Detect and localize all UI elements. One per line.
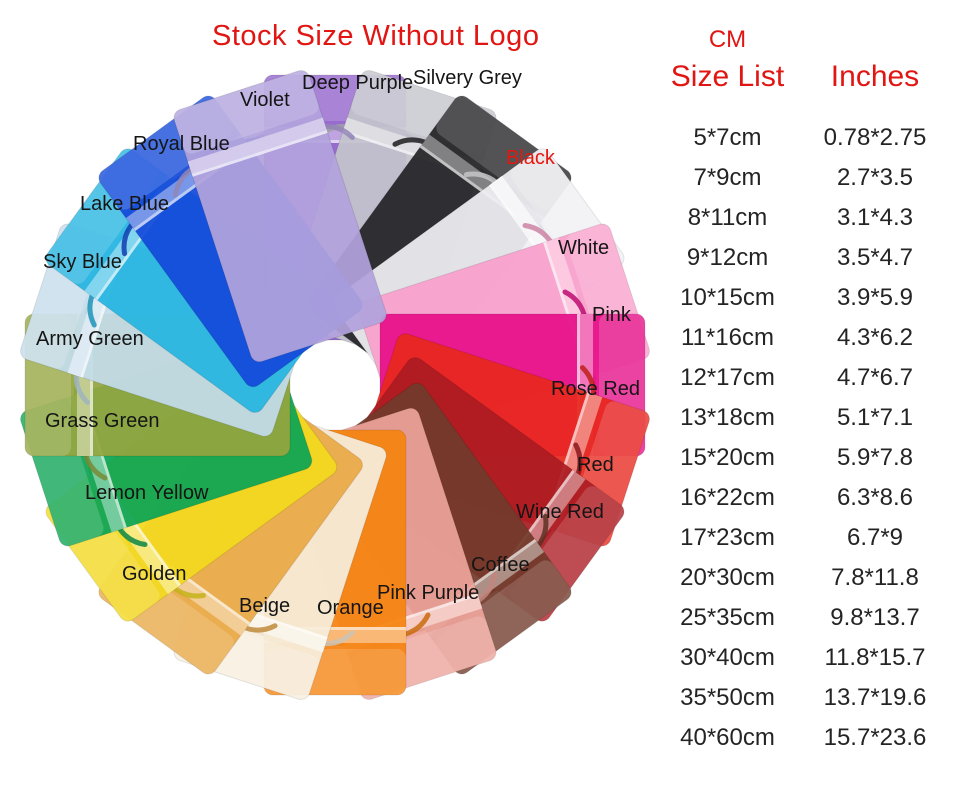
size-cm-value: 10*15cm — [680, 284, 775, 311]
organza-bag-violet — [172, 70, 387, 363]
size-row: 15*20cm 5.9*7.8 — [630, 438, 960, 478]
color-label-lake-blue: Lake Blue — [80, 193, 169, 215]
size-cm-value: 7*9cm — [693, 164, 762, 191]
size-rows: 5*7cm 0.78*2.75 7*9cm 2.7*3.5 8*11cm 3.1*4.3 9… — [630, 118, 960, 758]
color-label-sky-blue: Sky Blue — [43, 251, 122, 273]
size-row: 40*60cm 15.7*23.6 — [630, 718, 960, 758]
size-list-title: Size List — [670, 60, 785, 93]
size-inches-value: 2.7*3.5 — [836, 164, 914, 191]
size-inches-value: 0.78*2.75 — [823, 124, 927, 151]
size-row: 5*7cm 0.78*2.75 — [630, 118, 960, 158]
size-cm-value: 35*50cm — [680, 684, 775, 711]
color-label-rose-red: Rose Red — [551, 378, 640, 400]
color-label-silvery-grey: Silvery Grey — [413, 67, 522, 89]
size-cm-value: 11*16cm — [681, 324, 774, 351]
size-row: 13*18cm 5.1*7.1 — [630, 398, 960, 438]
size-list: CM Size List Inches 5*7cm 0.78*2.75 7*9cm 2… — [630, 0, 960, 797]
color-label-red: Red — [577, 454, 614, 476]
color-label-white: White — [558, 237, 610, 259]
color-label-deep-purple: Deep Purple — [302, 72, 414, 94]
size-row: 16*22cm 6.3*8.6 — [630, 478, 960, 518]
size-row: 8*11cm 3.1*4.3 — [630, 198, 960, 238]
size-row: 17*23cm 6.7*9 — [630, 518, 960, 558]
size-row: 7*9cm 2.7*3.5 — [630, 158, 960, 198]
color-label-grass-green: Grass Green — [45, 410, 160, 432]
size-cm-value: 13*18cm — [680, 404, 775, 431]
size-inches-value: 13.7*19.6 — [823, 684, 927, 711]
size-inches-value: 3.9*5.9 — [836, 284, 914, 311]
size-row: 9*12cm 3.5*4.7 — [630, 238, 960, 278]
size-row: 25*35cm 9.8*13.7 — [630, 598, 960, 638]
size-row: 35*50cm 13.7*19.6 — [630, 678, 960, 718]
size-inches-value: 5.9*7.8 — [836, 444, 914, 471]
size-row: 12*17cm 4.7*6.7 — [630, 358, 960, 398]
size-inches-value: 3.5*4.7 — [836, 244, 914, 271]
page-title: Stock Size Without Logo — [212, 20, 540, 52]
size-inches-value: 3.1*4.3 — [836, 204, 914, 231]
size-cm-value: 20*30cm — [680, 564, 775, 591]
size-inches-value: 7.8*11.8 — [831, 564, 919, 591]
color-label-violet: Violet — [240, 89, 290, 111]
size-inches-value: 9.8*13.7 — [830, 604, 920, 631]
color-label-black: Black — [506, 147, 555, 169]
size-row: 20*30cm 7.8*11.8 — [630, 558, 960, 598]
size-inches-value: 4.3*6.2 — [836, 324, 914, 351]
size-inches-value: 11.8*15.7 — [824, 644, 926, 671]
size-inches-value: 5.1*7.1 — [836, 404, 914, 431]
size-cm-value: 17*23cm — [680, 524, 775, 551]
size-row: 10*15cm 3.9*5.9 — [630, 278, 960, 318]
color-label-army-green: Army Green — [36, 328, 144, 350]
size-inches-value: 6.7*9 — [846, 524, 904, 551]
size-cm-value: 15*20cm — [680, 444, 775, 471]
color-label-orange: Orange — [317, 597, 384, 619]
color-label-pink-purple: Pink Purple — [377, 582, 480, 604]
size-cm-value: 25*35cm — [680, 604, 775, 631]
size-cm-value: 30*40cm — [680, 644, 775, 671]
size-cm-value: 16*22cm — [680, 484, 775, 511]
color-label-royal-blue: Royal Blue — [133, 133, 230, 155]
size-inches-value: 4.7*6.7 — [836, 364, 914, 391]
size-row: 30*40cm 11.8*15.7 — [630, 638, 960, 678]
size-row: 11*16cm 4.3*6.2 — [630, 318, 960, 358]
size-cm-value: 5*7cm — [693, 124, 762, 151]
size-list-cm-header: CM Size List — [645, 26, 810, 94]
size-inches-value: 6.3*8.6 — [836, 484, 914, 511]
color-label-beige: Beige — [239, 595, 291, 617]
size-inches-value: 15.7*23.6 — [823, 724, 927, 751]
color-label-pink: Pink — [592, 304, 631, 326]
color-label-lemon-yellow: Lemon Yellow — [85, 482, 209, 504]
size-cm-value: 8*11cm — [687, 204, 768, 231]
size-cm-value: 12*17cm — [680, 364, 775, 391]
size-cm-value: 9*12cm — [686, 244, 769, 271]
organza-bags-wheel — [20, 70, 650, 700]
color-label-golden: Golden — [122, 563, 187, 585]
color-label-wine-red: Wine Red — [516, 501, 604, 523]
size-list-inches-header: Inches — [830, 60, 920, 93]
color-label-coffee: Coffee — [471, 554, 530, 576]
cm-unit-label: CM — [708, 26, 747, 53]
size-cm-value: 40*60cm — [680, 724, 775, 751]
